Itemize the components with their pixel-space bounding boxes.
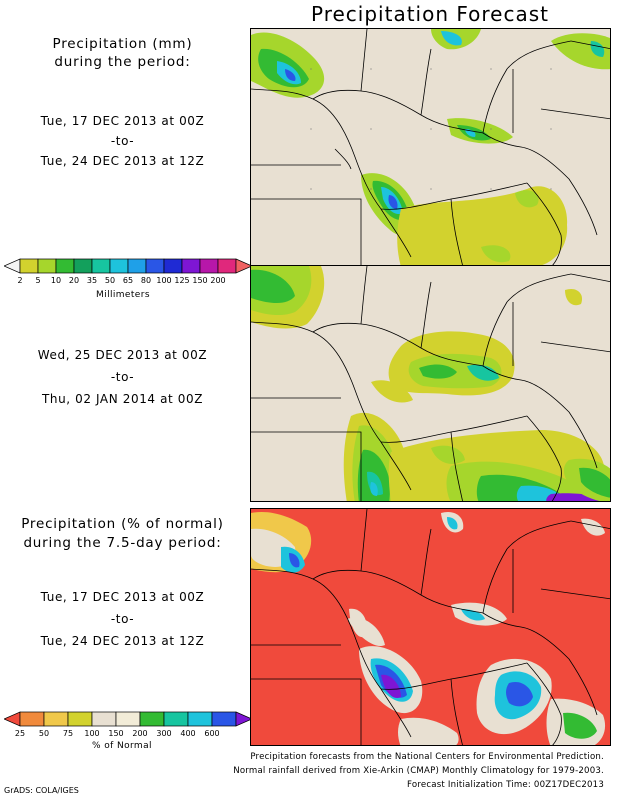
footer-climatology-line: Normal rainfall derived from Xie-Arkin (…: [233, 766, 604, 776]
colorbar-mm-tick-label: 50: [104, 276, 116, 285]
colorbar-mm-tick-label: 150: [192, 276, 208, 285]
map-panel-week1-mm: [250, 28, 611, 266]
colorbar-mm-swatch: [163, 258, 183, 274]
colorbar-mm-swatch: [55, 258, 75, 274]
colorbar-pct-swatch: [211, 711, 237, 727]
colorbar-pct-arrow-high: [235, 711, 253, 727]
colorbar-pct-swatch: [91, 711, 117, 727]
map-borders-week1: [251, 29, 610, 265]
pct-field: [251, 511, 606, 745]
colorbar-mm-swatch: [109, 258, 129, 274]
colorbar-pct-swatch: [67, 711, 93, 727]
colorbar-mm-swatch: [19, 258, 39, 274]
colorbar-mm-tick-label: 35: [86, 276, 98, 285]
colorbar-pct-tick-label: 200: [132, 729, 148, 738]
colorbar-mm-swatch: [73, 258, 93, 274]
colorbar-mm-tick-label: 100: [156, 276, 172, 285]
colorbar-mm-tick-label: 10: [50, 276, 62, 285]
colorbar-mm-swatch: [181, 258, 201, 274]
colorbar-mm-swatch: [127, 258, 147, 274]
section3-start-date: Tue, 17 DEC 2013 at 00Z: [40, 590, 205, 604]
colorbar-pct-tick-label: 50: [38, 729, 50, 738]
section1-heading-line2: during the period:: [54, 54, 191, 70]
colorbar-pct-tick-label: 150: [108, 729, 124, 738]
map-gridpoints-week1: [310, 68, 552, 190]
colorbar-pct-tick-label: 400: [180, 729, 196, 738]
section2-start-date: Wed, 25 DEC 2013 at 00Z: [37, 348, 208, 362]
colorbar-mm-swatches: [3, 258, 253, 274]
map-panel-week2-mm: [250, 265, 611, 502]
colorbar-mm-unit: Millimeters: [96, 290, 150, 300]
colorbar-pct-tick-label: 100: [84, 729, 100, 738]
colorbar-mm: [3, 256, 253, 280]
colorbar-pct-swatch: [139, 711, 165, 727]
colorbar-mm-tick-label: 65: [122, 276, 134, 285]
map-borders-pct: [251, 509, 610, 745]
grads-credit: GrADS: COLA/IGES: [4, 786, 79, 795]
colorbar-pct-swatch: [19, 711, 45, 727]
colorbar-mm-tick-label: 5: [35, 276, 41, 285]
footer-source-line: Precipitation forecasts from the Nationa…: [250, 752, 604, 762]
map-borders-week2: [251, 266, 610, 501]
colorbar-mm-tick-label: 2: [17, 276, 23, 285]
section1-heading-line1: Precipitation (mm): [52, 36, 193, 52]
page-title: Precipitation Forecast: [311, 2, 549, 26]
colorbar-mm-tick-label: 125: [174, 276, 190, 285]
colorbar-pct-tick-label: 25: [14, 729, 26, 738]
colorbar-pct-swatch: [115, 711, 141, 727]
colorbar-mm-arrow-low: [3, 258, 21, 274]
colorbar-mm-tick-label: 200: [210, 276, 226, 285]
colorbar-mm-swatch: [217, 258, 237, 274]
colorbar-pct: [3, 709, 253, 733]
colorbar-mm-arrow-high: [235, 258, 253, 274]
section1-start-date: Tue, 17 DEC 2013 at 00Z: [40, 114, 205, 128]
colorbar-mm-tick-label: 80: [140, 276, 152, 285]
colorbar-mm-swatch: [37, 258, 57, 274]
section3-heading-line2: during the 7.5-day period:: [23, 535, 222, 551]
colorbar-mm-swatch: [199, 258, 219, 274]
colorbar-pct-swatch: [163, 711, 189, 727]
map-panel-percent-normal: [250, 508, 611, 746]
section3-heading-line1: Precipitation (% of normal): [21, 516, 224, 532]
colorbar-pct-swatch: [187, 711, 213, 727]
section2-end-date: Thu, 02 JAN 2014 at 00Z: [41, 392, 204, 406]
section3-separator: -to-: [110, 612, 135, 626]
colorbar-pct-tick-label: 600: [204, 729, 220, 738]
colorbar-pct-tick-label: 75: [62, 729, 74, 738]
section1-separator: -to-: [110, 134, 135, 148]
precip-field-week1: [251, 29, 610, 265]
footer-init-time-line: Forecast Initialization Time: 00Z17DEC20…: [407, 780, 604, 790]
section3-end-date: Tue, 24 DEC 2013 at 12Z: [40, 634, 205, 648]
colorbar-pct-swatches: [3, 711, 253, 727]
colorbar-mm-tick-label: 20: [68, 276, 80, 285]
colorbar-mm-swatch: [145, 258, 165, 274]
colorbar-pct-tick-label: 300: [156, 729, 172, 738]
colorbar-mm-swatch: [91, 258, 111, 274]
colorbar-pct-unit: % of Normal: [92, 741, 152, 751]
section1-end-date: Tue, 24 DEC 2013 at 12Z: [40, 154, 205, 168]
colorbar-pct-arrow-low: [3, 711, 21, 727]
section2-separator: -to-: [110, 370, 135, 384]
colorbar-pct-swatch: [43, 711, 69, 727]
